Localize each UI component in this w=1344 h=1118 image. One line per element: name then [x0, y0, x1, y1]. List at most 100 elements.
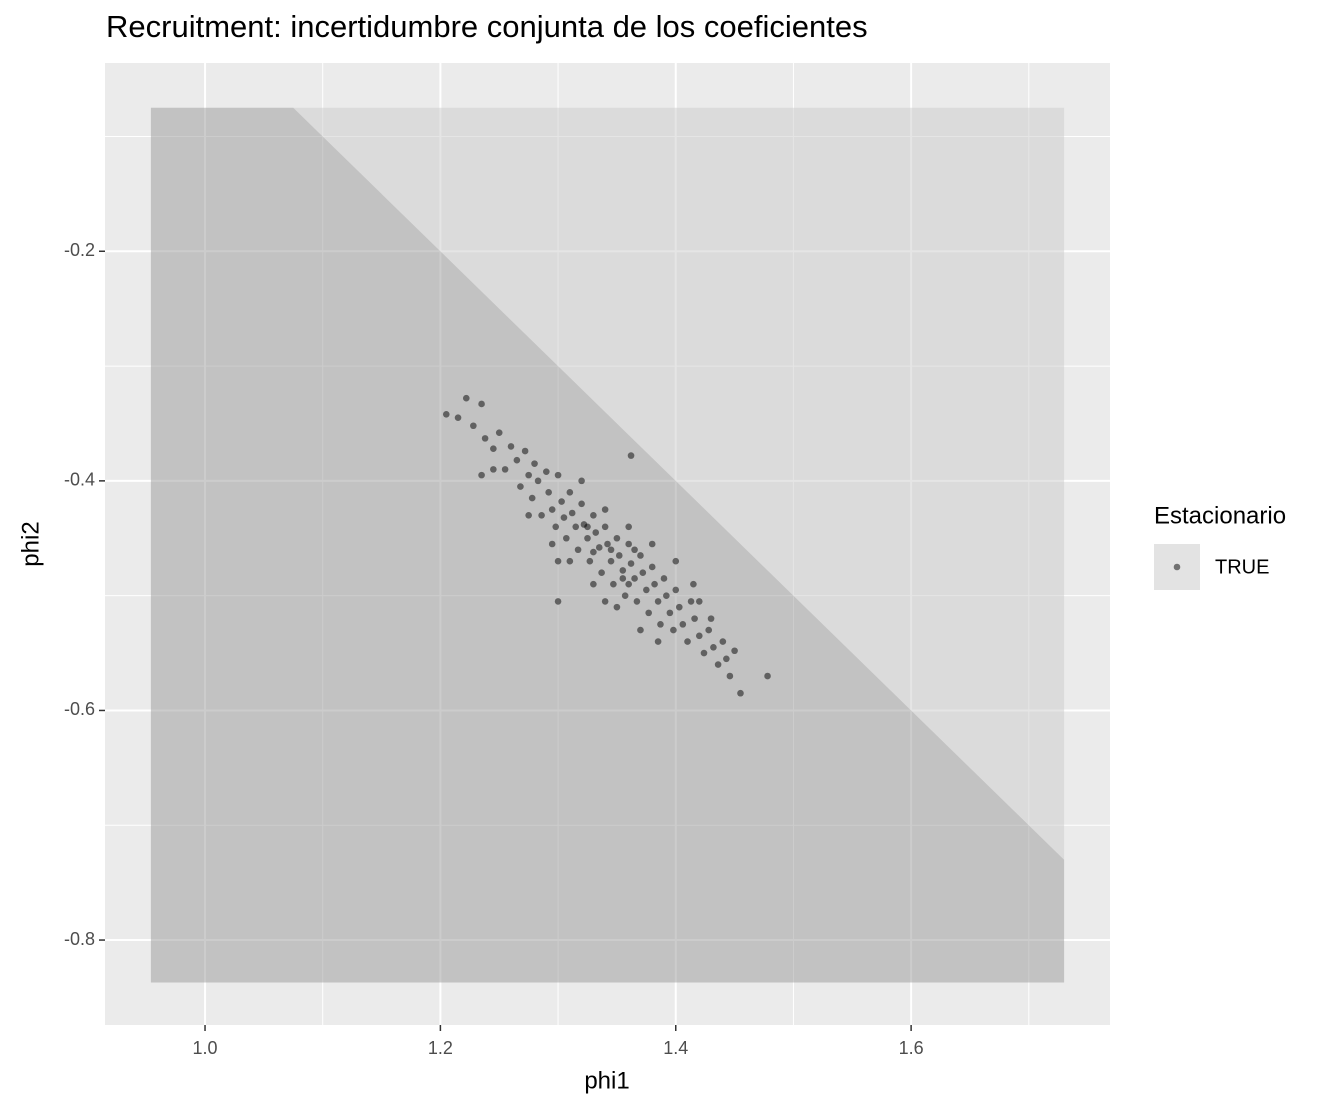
point: [560, 514, 568, 521]
point: [513, 456, 521, 464]
point: [442, 410, 450, 418]
point: [548, 540, 556, 548]
point: [613, 534, 621, 542]
point: [637, 552, 644, 559]
point: [610, 580, 617, 588]
point: [700, 649, 708, 657]
point: [663, 592, 670, 599]
point: [607, 546, 615, 554]
point: [726, 672, 734, 680]
point: [552, 523, 560, 531]
point: [695, 632, 703, 640]
point: [723, 655, 730, 663]
point: [684, 638, 691, 645]
point: [637, 626, 644, 634]
point: [462, 394, 470, 402]
point: [660, 575, 668, 582]
point: [590, 548, 597, 556]
point: [621, 592, 629, 599]
point: [631, 575, 638, 582]
point: [534, 477, 542, 485]
point: [528, 494, 536, 502]
point: [454, 414, 462, 422]
point: [566, 557, 574, 565]
point: [695, 598, 703, 605]
point: [627, 560, 635, 567]
point: [615, 552, 623, 559]
point: [625, 580, 632, 588]
point: [639, 569, 647, 576]
point: [517, 483, 524, 490]
y-tick-label: -0.4: [64, 470, 95, 490]
x-tick-label: 1.0: [193, 1038, 218, 1058]
point: [643, 586, 650, 594]
point: [566, 489, 574, 496]
point: [590, 512, 597, 519]
point: [478, 471, 485, 479]
point: [714, 661, 722, 668]
point: [675, 603, 683, 611]
point: [495, 429, 503, 436]
point: [586, 557, 594, 565]
point: [619, 575, 627, 582]
point: [648, 540, 656, 548]
point: [613, 603, 621, 611]
point: [654, 598, 662, 605]
point: [598, 569, 605, 576]
point: [654, 638, 662, 645]
point: [764, 672, 771, 680]
point: [651, 580, 658, 588]
legend-marker: [1173, 563, 1181, 571]
point: [521, 447, 529, 455]
point: [687, 598, 695, 605]
point: [679, 621, 687, 628]
point: [633, 598, 641, 605]
point: [601, 523, 609, 531]
point: [563, 534, 570, 542]
point: [490, 445, 497, 453]
chart-title: Recruitment: incertidumbre conjunta de l…: [106, 9, 868, 44]
point: [578, 500, 585, 508]
point: [558, 498, 565, 505]
point: [710, 644, 717, 651]
point: [538, 512, 545, 519]
x-tick-label: 1.4: [663, 1038, 688, 1058]
point: [705, 626, 713, 634]
point: [554, 557, 562, 565]
point: [607, 557, 615, 565]
point: [691, 615, 698, 622]
point: [645, 609, 652, 617]
legend-label: TRUE: [1215, 556, 1269, 578]
point: [719, 638, 727, 645]
x-tick-label: 1.6: [899, 1038, 924, 1058]
y-tick-label: -0.6: [64, 699, 95, 719]
point: [592, 529, 600, 536]
point: [525, 512, 532, 519]
point: [707, 615, 715, 622]
y-tick-label: -0.8: [64, 929, 95, 949]
point: [545, 489, 552, 496]
point: [648, 563, 656, 571]
y-tick-label: -0.2: [64, 240, 95, 260]
point: [631, 546, 638, 554]
point: [731, 647, 738, 655]
point: [584, 534, 591, 542]
point: [578, 477, 585, 485]
point: [625, 540, 632, 548]
point: [737, 689, 744, 697]
point: [619, 567, 627, 574]
point: [554, 598, 562, 605]
point: [554, 471, 562, 479]
point: [470, 422, 477, 430]
point: [657, 621, 664, 628]
point: [590, 580, 597, 588]
point: [672, 557, 680, 565]
x-axis-label: phi1: [584, 1067, 629, 1094]
point: [543, 468, 550, 475]
point: [525, 471, 532, 479]
point: [548, 506, 556, 513]
non-stationary-region: [150, 107, 1065, 860]
point: [666, 609, 674, 617]
